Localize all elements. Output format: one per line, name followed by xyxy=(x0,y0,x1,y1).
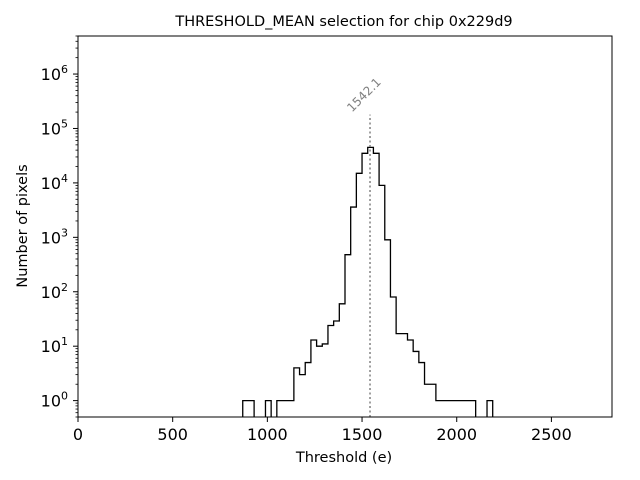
x-tick-label: 1500 xyxy=(342,425,383,444)
histogram-step-segment xyxy=(276,146,477,417)
x-tick-label: 2000 xyxy=(436,425,477,444)
x-tick-label: 2500 xyxy=(531,425,572,444)
y-tick-label: 105 xyxy=(41,117,68,138)
y-tick-label: 103 xyxy=(41,226,68,247)
x-tick-label: 500 xyxy=(157,425,188,444)
y-tick-label: 100 xyxy=(41,390,68,411)
y-tick-label: 106 xyxy=(41,63,68,84)
y-tick-label: 101 xyxy=(41,335,68,356)
x-tick-label: 0 xyxy=(73,425,83,444)
y-tick-label: 104 xyxy=(41,172,68,193)
histogram-step-segment xyxy=(242,399,255,417)
x-axis-label: Threshold (e) xyxy=(295,450,392,466)
y-axis-label: Number of pixels xyxy=(15,164,31,287)
plot-frame xyxy=(77,35,613,418)
histogram-step-segment xyxy=(486,399,494,417)
chart-title: THRESHOLD_MEAN selection for chip 0x229d… xyxy=(174,14,512,30)
x-tick-label: 1000 xyxy=(247,425,288,444)
histogram-step-segment xyxy=(264,399,272,417)
plot-area xyxy=(242,114,494,417)
y-tick-label: 102 xyxy=(41,281,68,302)
